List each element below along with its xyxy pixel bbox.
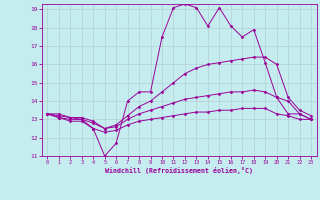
- X-axis label: Windchill (Refroidissement éolien,°C): Windchill (Refroidissement éolien,°C): [105, 167, 253, 174]
